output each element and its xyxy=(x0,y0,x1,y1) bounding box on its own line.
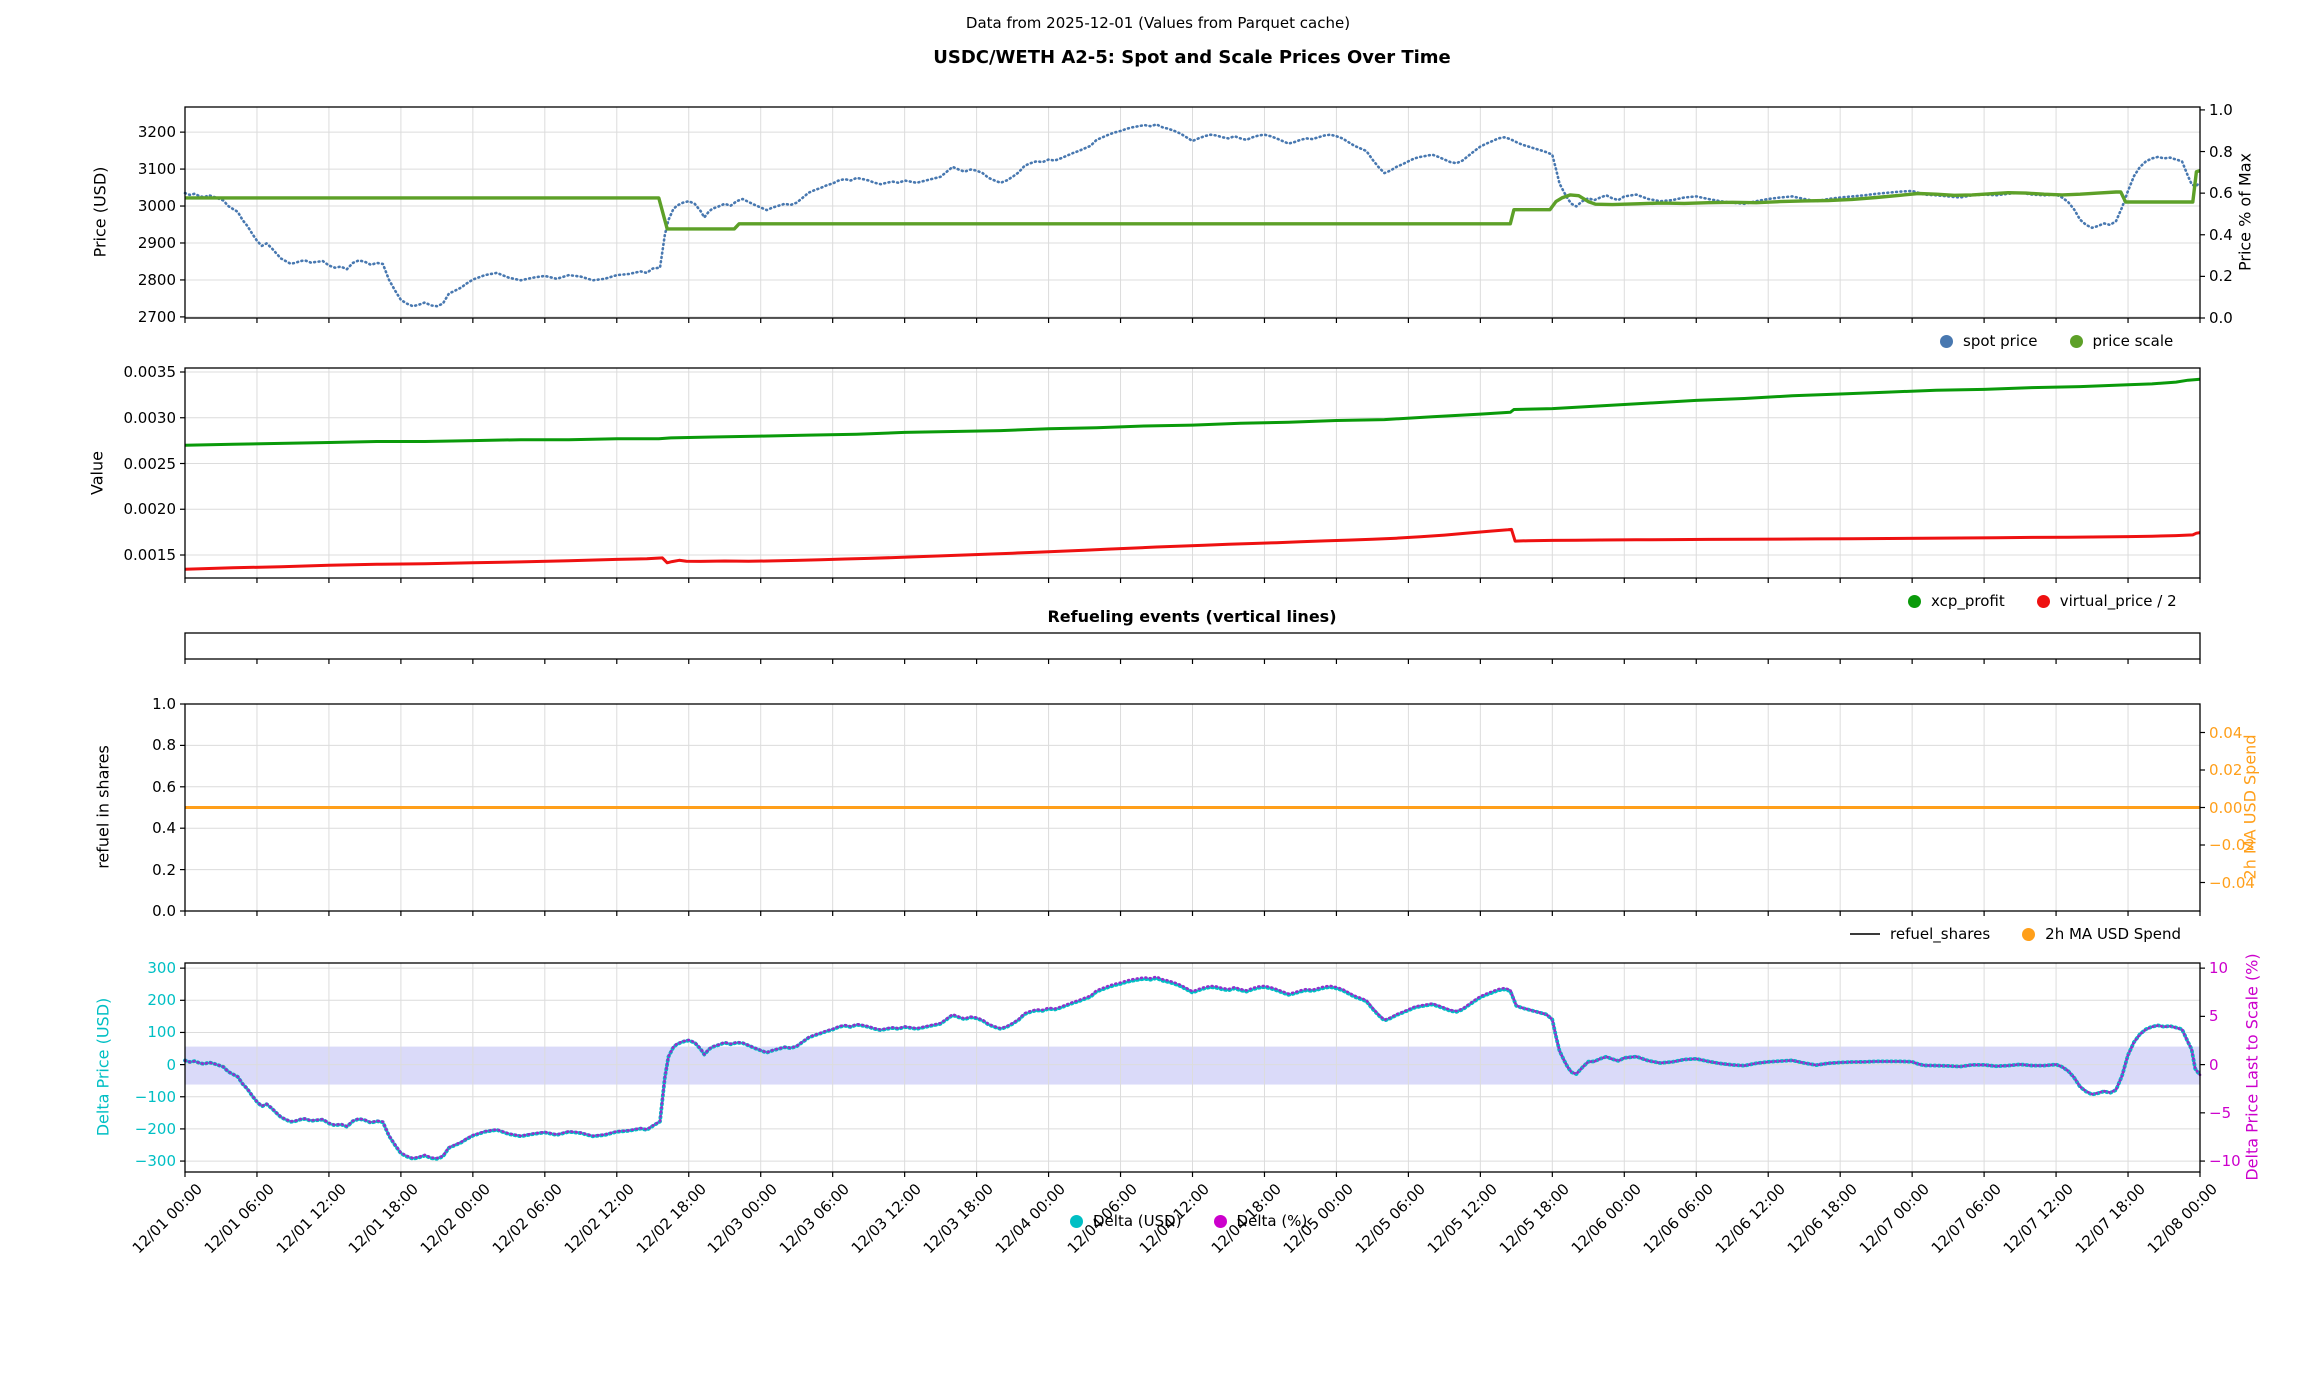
y-tick-label: 0 xyxy=(166,1055,176,1074)
legend-value: xcp_profit virtual_price / 2 xyxy=(1908,592,2177,610)
y-tick-label: 0.0015 xyxy=(123,546,177,564)
y-tick-label: 5 xyxy=(2209,1007,2219,1026)
y-tick-label: 1.0 xyxy=(152,695,176,713)
figure-suptitle: Data from 2025-12-01 (Values from Parque… xyxy=(965,14,1351,32)
delta-ylabel-right: Delta Price Last to Scale (%) xyxy=(2242,953,2262,1181)
y-tick-label: 2700 xyxy=(137,307,176,326)
legend-item: spot price xyxy=(1940,332,2038,350)
legend-item: virtual_price / 2 xyxy=(2036,592,2177,610)
y-tick-label: 0.00 xyxy=(2209,798,2243,817)
xcp-profit-series xyxy=(184,377,2201,447)
refuel-ylabel-right: 2h MA USD Spend xyxy=(2240,734,2260,880)
y-tick-label: 0.4 xyxy=(2209,225,2233,244)
y-tick-label: 3100 xyxy=(137,160,176,179)
legend-label: virtual_price / 2 xyxy=(2059,592,2177,610)
usd-spend-marker-icon xyxy=(2022,927,2036,941)
y-tick-label: 200 xyxy=(147,991,176,1010)
y-tick-label: 0.8 xyxy=(152,736,176,755)
legend-delta: Delta (USD) Delta (%) xyxy=(1070,1212,1307,1230)
legend-label: Delta (USD) xyxy=(1093,1212,1182,1230)
y-tick-label: −5 xyxy=(2209,1103,2232,1122)
legend-item: xcp_profit xyxy=(1908,592,2005,610)
y-tick-label: −200 xyxy=(134,1119,176,1138)
panel-border xyxy=(184,632,2201,660)
value-ylabel-left: Value xyxy=(87,451,107,495)
xcp-profit-marker-icon xyxy=(1908,594,1921,608)
y-tick-label: 0.0025 xyxy=(123,454,177,473)
y-tick-label: 2900 xyxy=(137,233,176,252)
legend-item: price scale xyxy=(2069,332,2174,350)
y-tick-label: −0.02 xyxy=(2209,836,2255,854)
legend-label: refuel_shares xyxy=(1890,925,1991,943)
legend-item: Delta (%) xyxy=(1213,1212,1308,1230)
y-tick-label: 0.6 xyxy=(2209,184,2233,203)
y-tick-label: −100 xyxy=(134,1087,176,1106)
price-scale-series xyxy=(185,168,2201,231)
delta-pct-marker-icon xyxy=(1213,1214,1227,1228)
y-tick-label: 0.2 xyxy=(152,860,176,879)
y-tick-label: 100 xyxy=(147,1023,176,1042)
legend-label: spot price xyxy=(1963,332,2038,350)
virtual-price-marker-icon xyxy=(2036,594,2050,608)
spot-price-marker-icon xyxy=(1940,334,1953,348)
y-tick-label: 0.4 xyxy=(152,819,176,838)
delta--series xyxy=(183,975,2202,1160)
y-tick-label: 3000 xyxy=(137,197,176,216)
legend-label: xcp_profit xyxy=(1931,592,2005,610)
price-scale-marker-icon xyxy=(2069,334,2083,348)
legend-price: spot price price scale xyxy=(1940,332,2173,350)
price-ylabel-right: Price % of Max xyxy=(2235,153,2255,271)
y-tick-label: 0.0 xyxy=(152,902,176,920)
y-tick-label: 0.0035 xyxy=(123,362,177,381)
legend-item: 2h MA USD Spend xyxy=(2022,925,2181,943)
legend-label: 2h MA USD Spend xyxy=(2045,925,2182,943)
y-tick-label: 0.0020 xyxy=(123,500,177,519)
y-tick-label: 0 xyxy=(2209,1055,2219,1074)
legend-label: Delta (%) xyxy=(1236,1212,1308,1230)
y-tick-label: 300 xyxy=(147,959,176,978)
y-tick-label: 0.02 xyxy=(2209,761,2243,779)
legend-label: price scale xyxy=(2092,332,2174,350)
y-tick-label: 0.6 xyxy=(152,777,176,796)
y-tick-label: 0.0 xyxy=(2209,309,2233,327)
refuel-ylabel-left: refuel in shares xyxy=(93,745,113,869)
legend-item: Delta (USD) xyxy=(1070,1212,1182,1230)
y-tick-label: 0.2 xyxy=(2209,267,2233,286)
y-tick-label: −10 xyxy=(2209,1152,2241,1171)
y-tick-label: 0.0030 xyxy=(123,408,177,427)
spot-price-series xyxy=(183,123,2202,308)
delta-usd-marker-icon xyxy=(1070,1214,1083,1228)
panel-events-title: Refueling events (vertical lines) xyxy=(1047,607,1337,626)
legend-refuel: refuel_shares 2h MA USD Spend xyxy=(1850,925,2181,943)
y-tick-label: 3200 xyxy=(137,123,176,142)
legend-item: refuel_shares xyxy=(1850,925,1990,943)
y-tick-label: −300 xyxy=(134,1152,176,1171)
y-tick-label: 2800 xyxy=(137,270,176,289)
refuel-shares-line-icon xyxy=(1850,933,1880,935)
y-tick-label: −0.04 xyxy=(2209,873,2255,892)
y-tick-label: 0.04 xyxy=(2209,723,2243,742)
y-tick-label: 0.8 xyxy=(2209,142,2233,161)
y-tick-label: 1.0 xyxy=(2209,100,2233,119)
y-tick-label: 10 xyxy=(2209,959,2229,978)
panel-price-title: USDC/WETH A2-5: Spot and Scale Prices Ov… xyxy=(933,47,1451,68)
virtual-price-2-series xyxy=(184,527,2201,571)
